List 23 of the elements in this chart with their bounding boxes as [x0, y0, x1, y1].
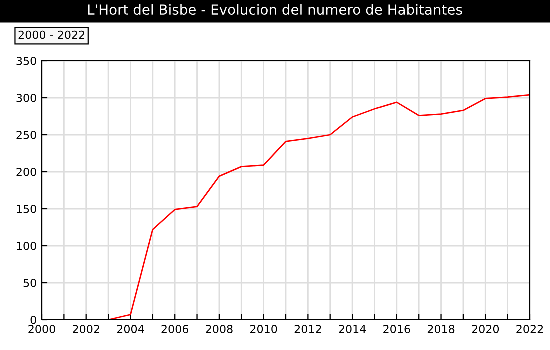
x-tick-label: 2010: [250, 325, 278, 334]
x-tick-label: 2020: [472, 325, 500, 334]
x-tick-label: 2004: [117, 325, 144, 334]
y-tick-label: 300: [16, 94, 36, 102]
y-tick-label: 0: [30, 316, 36, 324]
x-tick-label: 2012: [294, 325, 322, 334]
y-tick-label: 150: [17, 204, 36, 214]
x-tick-label: 2018: [428, 325, 455, 334]
y-tick-label: 100: [17, 242, 36, 250]
x-tick-label: 2016: [384, 325, 410, 334]
x-tick-label: 2002: [73, 325, 100, 334]
x-tick-label: 2022: [516, 325, 544, 334]
chart-title: L'Hort del Bisbe - Evolucion del numero de Habitantes: [88, 4, 462, 16]
y-tick-label: 350: [16, 56, 36, 66]
x-tick-label: 2014: [339, 325, 366, 334]
x-tick-label: 2008: [206, 325, 233, 334]
y-tick-label: 50: [24, 278, 36, 288]
x-tick-label: 2006: [162, 325, 189, 334]
y-tick-label: 200: [16, 168, 36, 176]
line-series: [108, 94, 530, 320]
x-tick-label: 2000: [28, 325, 56, 334]
chart-subtitle: 2000 - 2022: [18, 30, 85, 40]
y-tick-label: 250: [16, 130, 36, 140]
